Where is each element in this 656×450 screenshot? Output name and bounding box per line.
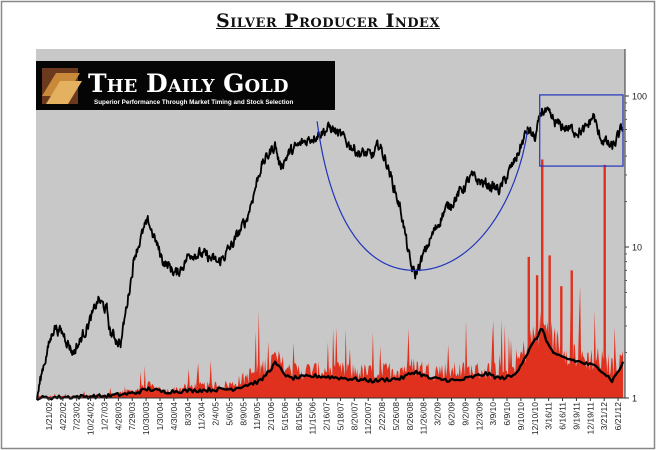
x-tick-label: 2/16/07 [322, 402, 332, 431]
price-layer [36, 106, 624, 401]
x-tick-label: 6/9/10 [502, 402, 512, 426]
x-tick-label: 6/16/11 [558, 402, 568, 430]
x-tick-label: 5/26/08 [391, 402, 401, 431]
x-tick-label: 3/9/10 [488, 402, 498, 426]
x-tick-label: 8/9/05 [238, 402, 248, 426]
x-tick-label: 1/27/03 [100, 402, 110, 431]
x-tick-label: 2/22/08 [377, 402, 387, 431]
logo-title: The Daily Gold [88, 69, 288, 98]
x-tick-label: 3/2/09 [433, 402, 443, 426]
x-tick-label: 12/3/09 [474, 402, 484, 431]
x-tick-label: 5/6/05 [224, 402, 234, 426]
x-tick-label: 6/21/12 [613, 402, 623, 431]
x-tick-label: 6/2/09 [447, 402, 457, 426]
logo-tagline: Superior Performance Through Market Timi… [94, 99, 293, 106]
x-tick-label: 9/10/10 [516, 402, 526, 431]
the-daily-gold-logo: The Daily Gold Superior Performance Thro… [36, 61, 335, 110]
x-tick-label: 3/16/11 [544, 402, 554, 430]
highlight-box [539, 94, 624, 167]
x-tick-label: 7/23/02 [72, 402, 82, 431]
volume-layer [36, 159, 623, 398]
x-tick-label: 2/10/06 [266, 402, 276, 431]
x-tick-label: 3/21/12 [599, 402, 609, 431]
y-tick-label: 100 [632, 92, 647, 102]
x-tick-label: 2/4/05 [211, 402, 221, 426]
x-tick-label: 9/19/11 [571, 402, 581, 430]
y-tick-label: 10 [632, 243, 642, 253]
x-tick-label: 12/10/10 [530, 402, 540, 435]
x-tick-label: 10/24/02 [86, 402, 96, 435]
x-tick-label: 4/30/04 [169, 402, 179, 431]
x-tick-label: 8/20/07 [349, 402, 359, 431]
x-tick-label: 9/2/09 [460, 402, 470, 426]
x-tick-label: 8/15/06 [294, 402, 304, 431]
x-tick-label: 8/26/08 [405, 402, 415, 431]
cup-curve [316, 121, 529, 272]
axes-layer: 100 10 1 1/21/02 4/22/02 7/23/02 10/24/02 1/27/… [36, 49, 647, 435]
volume-average-layer [36, 327, 625, 402]
y-tick-label: 1 [632, 394, 637, 404]
x-tick-label: 10/30/03 [141, 402, 151, 435]
x-tick-label: 1/21/02 [44, 402, 54, 431]
volume-average-line [36, 327, 625, 402]
x-tick-label: 1/30/04 [155, 402, 165, 431]
price-line [36, 106, 624, 401]
x-tick-label: 4/28/03 [113, 402, 123, 431]
x-tick-label: 11/15/06 [308, 402, 318, 435]
x-tick-label: 11/20/07 [363, 402, 373, 435]
x-tick-label: 7/29/03 [127, 402, 137, 431]
x-tick-label: 5/15/06 [280, 402, 290, 431]
volume-area [36, 285, 623, 398]
x-tick-label: 12/19/11 [585, 402, 595, 435]
x-tick-label: 11/9/05 [252, 402, 262, 430]
x-tick-label: 4/22/02 [58, 402, 68, 431]
x-tick-label: 8/3/04 [183, 402, 193, 426]
x-tick-label: 5/18/07 [335, 402, 345, 431]
chart-title: Silver Producer Index [215, 10, 441, 32]
x-tick-label: 11/26/08 [419, 402, 429, 435]
annotation-layer [316, 94, 624, 272]
x-tick-label: 11/3/04 [197, 402, 207, 430]
